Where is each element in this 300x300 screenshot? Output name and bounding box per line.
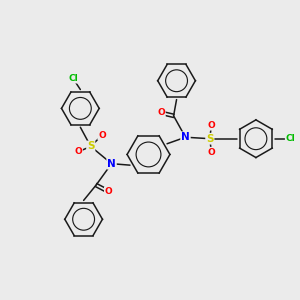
Text: O: O bbox=[74, 147, 82, 156]
Text: O: O bbox=[157, 108, 165, 117]
Text: O: O bbox=[208, 121, 215, 130]
Text: S: S bbox=[87, 141, 94, 152]
Text: O: O bbox=[105, 187, 112, 196]
Text: O: O bbox=[98, 130, 106, 140]
Text: N: N bbox=[107, 159, 116, 169]
Text: Cl: Cl bbox=[68, 74, 78, 83]
Text: O: O bbox=[208, 148, 215, 157]
Text: N: N bbox=[181, 132, 190, 142]
Text: S: S bbox=[206, 134, 214, 144]
Text: Cl: Cl bbox=[286, 134, 296, 143]
